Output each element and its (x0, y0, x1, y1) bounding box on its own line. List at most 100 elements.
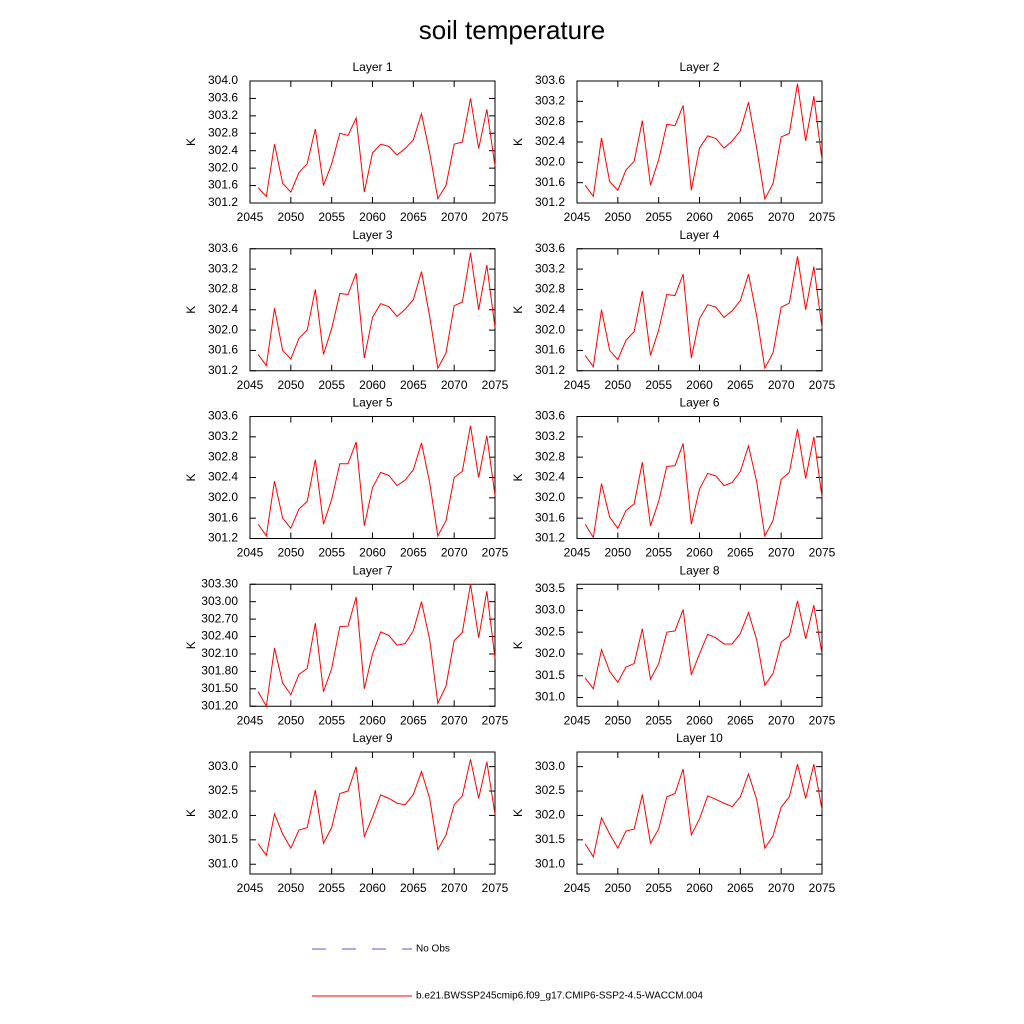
y-tick-label: 302.8 (208, 282, 238, 296)
x-tick-label: 2055 (645, 881, 672, 895)
x-tick-label: 2050 (604, 210, 631, 224)
y-tick-label: 303.00 (201, 594, 238, 608)
x-tick-label: 2060 (686, 546, 713, 560)
x-tick-label: 2065 (727, 713, 754, 727)
x-tick-label: 2065 (400, 546, 427, 560)
y-tick-label: 301.2 (208, 363, 238, 377)
y-axis-label: K (511, 473, 525, 481)
y-tick-label: 301.5 (208, 832, 238, 846)
y-tick-label: 303.6 (535, 409, 565, 423)
x-tick-label: 2050 (277, 881, 304, 895)
y-tick-label: 303.6 (208, 241, 238, 255)
y-tick-label: 302.0 (208, 322, 238, 336)
x-tick-label: 2050 (604, 881, 631, 895)
panel-title: Layer 1 (352, 60, 392, 74)
y-tick-label: 302.4 (535, 302, 565, 316)
x-tick-label: 2075 (482, 378, 509, 392)
x-tick-label: 2060 (359, 210, 386, 224)
y-tick-label: 302.10 (201, 646, 238, 660)
plot-frame (576, 583, 823, 707)
x-tick-label: 2055 (645, 378, 672, 392)
panel-title: Layer 5 (352, 396, 392, 410)
y-tick-label: 302.4 (208, 302, 238, 316)
y-tick-label: 303.2 (535, 261, 565, 275)
y-tick-label: 302.5 (535, 783, 565, 797)
y-tick-label: 301.2 (535, 363, 565, 377)
y-tick-label: 303.2 (208, 108, 238, 122)
y-tick-label: 302.5 (535, 624, 565, 638)
x-tick-label: 2065 (400, 378, 427, 392)
x-tick-label: 2045 (564, 881, 591, 895)
x-tick-label: 2075 (482, 546, 509, 560)
x-tick-label: 2055 (318, 713, 345, 727)
x-tick-label: 2065 (727, 546, 754, 560)
y-tick-label: 302.8 (535, 449, 565, 463)
x-tick-label: 2065 (400, 713, 427, 727)
x-tick-label: 2055 (645, 546, 672, 560)
y-tick-label: 301.6 (208, 178, 238, 192)
y-tick-label: 301.6 (535, 175, 565, 189)
x-tick-label: 2070 (768, 713, 795, 727)
y-tick-label: 303.5 (535, 581, 565, 595)
x-tick-label: 2055 (318, 378, 345, 392)
y-tick-label: 302.8 (208, 449, 238, 463)
x-tick-label: 2050 (604, 546, 631, 560)
x-tick-label: 2065 (727, 210, 754, 224)
y-tick-label: 302.0 (535, 646, 565, 660)
x-tick-label: 2060 (359, 378, 386, 392)
data-line (257, 425, 496, 538)
data-line (584, 256, 823, 370)
y-tick-label: 301.5 (535, 832, 565, 846)
data-line (584, 600, 823, 691)
plot-frame (576, 751, 823, 875)
x-tick-label: 2055 (318, 210, 345, 224)
x-tick-label: 2060 (686, 378, 713, 392)
panel-title: Layer 8 (679, 563, 719, 577)
y-tick-label: 302.0 (208, 160, 238, 174)
x-tick-label: 2075 (809, 546, 836, 560)
x-tick-label: 2045 (237, 546, 264, 560)
y-axis-label: K (184, 473, 198, 481)
panel-title: Layer 7 (352, 563, 392, 577)
y-tick-label: 302.0 (535, 490, 565, 504)
y-tick-label: 302.4 (208, 470, 238, 484)
x-tick-label: 2055 (318, 546, 345, 560)
x-tick-label: 2050 (277, 713, 304, 727)
plot-frame (249, 80, 496, 204)
y-tick-label: 301.5 (535, 668, 565, 682)
y-tick-label: 301.0 (208, 856, 238, 870)
y-tick-label: 303.0 (535, 759, 565, 773)
y-tick-label: 301.6 (535, 510, 565, 524)
y-tick-label: 303.6 (208, 91, 238, 105)
x-tick-label: 2070 (441, 378, 468, 392)
y-tick-label: 302.0 (535, 322, 565, 336)
y-tick-label: 302.4 (208, 143, 238, 157)
x-tick-label: 2045 (564, 713, 591, 727)
x-tick-label: 2050 (277, 210, 304, 224)
panel-title: Layer 3 (352, 228, 392, 242)
y-tick-label: 303.6 (208, 409, 238, 423)
x-tick-label: 2045 (237, 713, 264, 727)
x-tick-label: 2065 (400, 210, 427, 224)
y-axis-label: K (511, 306, 525, 314)
y-axis-label: K (511, 138, 525, 146)
y-tick-label: 302.4 (535, 470, 565, 484)
y-tick-label: 301.2 (208, 531, 238, 545)
x-tick-label: 2070 (768, 546, 795, 560)
x-tick-label: 2045 (564, 378, 591, 392)
y-tick-label: 301.2 (208, 195, 238, 209)
y-tick-label: 303.2 (208, 261, 238, 275)
y-tick-label: 301.2 (535, 195, 565, 209)
x-tick-label: 2045 (564, 546, 591, 560)
y-tick-label: 303.6 (535, 73, 565, 87)
y-tick-label: 302.0 (208, 490, 238, 504)
y-tick-label: 303.6 (535, 241, 565, 255)
y-tick-label: 302.40 (201, 629, 238, 643)
y-tick-label: 303.30 (201, 576, 238, 590)
panel-title: Layer 9 (352, 731, 392, 745)
x-tick-label: 2045 (237, 881, 264, 895)
x-tick-label: 2070 (441, 546, 468, 560)
x-tick-label: 2070 (768, 378, 795, 392)
x-tick-label: 2060 (359, 713, 386, 727)
data-line (257, 759, 496, 857)
